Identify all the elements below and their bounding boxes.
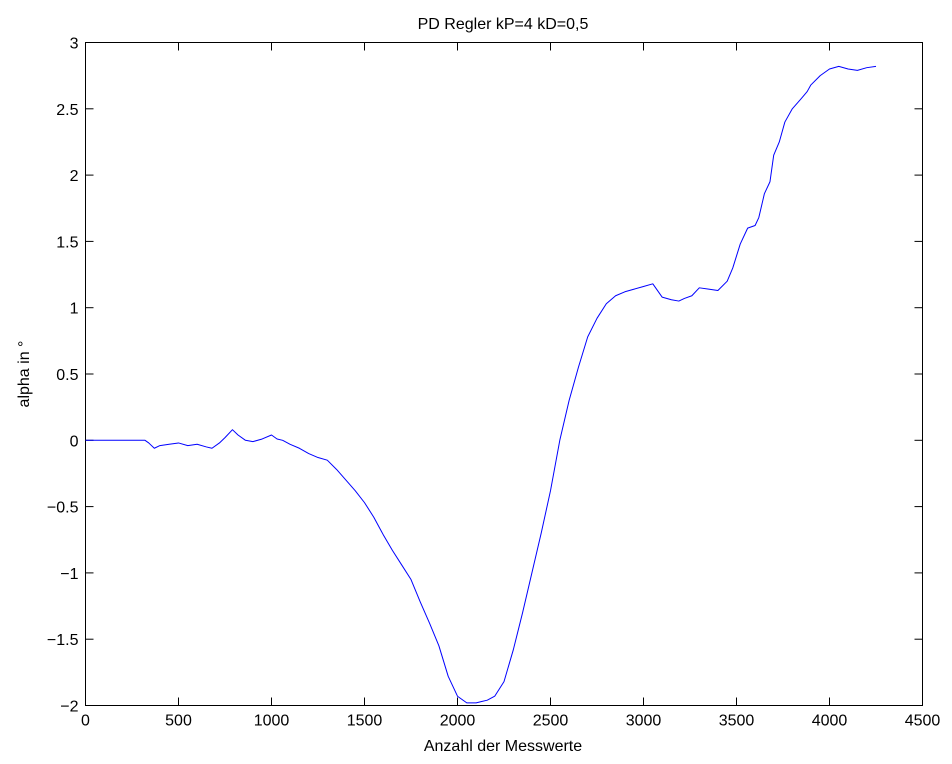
y-axis-label: alpha in °: [16, 341, 33, 408]
x-tick-label: 0: [81, 713, 90, 730]
x-tick-label: 2500: [533, 713, 569, 730]
x-tick-label: 1500: [347, 713, 383, 730]
x-tick-label: 2000: [440, 713, 476, 730]
y-tick-label: 2.5: [56, 102, 78, 119]
x-axis-label: Anzahl der Messwerte: [424, 738, 582, 755]
y-tick-label: 0: [70, 433, 79, 450]
series-layer: [85, 65, 877, 704]
y-tick-label: 1.5: [56, 234, 78, 251]
x-tick-label: 3500: [719, 713, 755, 730]
y-tick-label: 3: [70, 36, 79, 53]
y-tick-label: −0.5: [47, 500, 79, 517]
x-tick-label: 3000: [626, 713, 662, 730]
chart-title: PD Regler kP=4 kD=0,5: [418, 16, 589, 33]
y-tick-label: −2: [60, 699, 78, 716]
y-axis: −2 −1.5 −1 −0.5 0 0.5 1 1.5 2 2.5 3: [47, 36, 923, 716]
x-tick-label: 500: [165, 713, 192, 730]
y-tick-label: −1: [60, 566, 78, 583]
x-axis: 0 500 1000 1500 2000 2500 3000 3500 4000 4500: [81, 42, 941, 730]
y-tick-label: 2: [70, 168, 79, 185]
plot-area-frame: [85, 42, 923, 706]
y-tick-label: 1: [70, 301, 79, 318]
y-tick-label: 0.5: [56, 367, 78, 384]
x-tick-label: 4000: [812, 713, 848, 730]
series-line-alpha: [85, 65, 877, 704]
x-tick-label: 1000: [254, 713, 290, 730]
y-tick-label: −1.5: [47, 632, 79, 649]
x-tick-label: 4500: [905, 713, 941, 730]
